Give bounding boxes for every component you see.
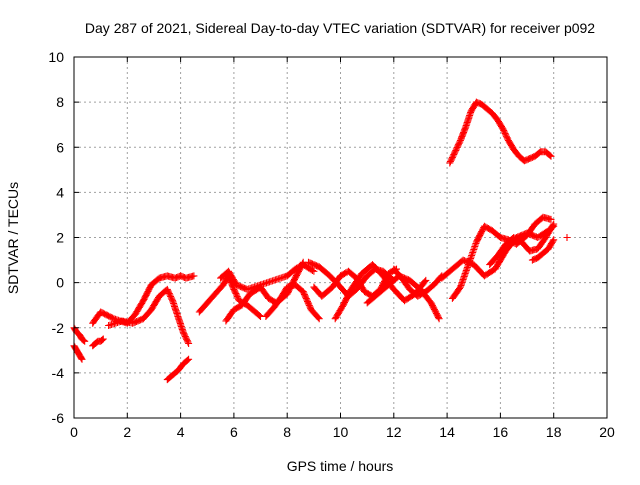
data-point-markers bbox=[89, 335, 107, 350]
series-early-low bbox=[70, 342, 86, 363]
data-point-markers bbox=[163, 355, 193, 384]
x-tick-label: 16 bbox=[493, 424, 509, 440]
x-tick-label: 8 bbox=[283, 424, 291, 440]
series-tangle-e bbox=[390, 265, 446, 300]
axis-ticks: 0 2 4 6 8 10 12 14 16 18 20 -6 -4 -2 0 2 4 6 8 10 bbox=[48, 49, 615, 440]
x-axis-label: GPS time / hours bbox=[287, 458, 394, 474]
y-axis-label: SDTVAR / TECUs bbox=[5, 182, 21, 294]
data-point-markers bbox=[70, 342, 86, 363]
data-point-markers bbox=[486, 220, 558, 269]
series-track-b bbox=[105, 285, 193, 347]
y-tick-label: -4 bbox=[52, 365, 65, 381]
y-tick-label: 8 bbox=[56, 94, 64, 110]
x-tick-label: 6 bbox=[230, 424, 238, 440]
data-point-markers bbox=[262, 281, 323, 323]
series-outlier bbox=[563, 234, 571, 241]
y-tick-label: 2 bbox=[56, 230, 64, 246]
data-point-markers bbox=[305, 258, 398, 300]
series-low-segment bbox=[163, 355, 193, 384]
x-tick-label: 20 bbox=[599, 424, 615, 440]
series-rise-c bbox=[486, 220, 558, 269]
series-mid-d bbox=[262, 281, 323, 323]
x-tick-label: 14 bbox=[439, 424, 455, 440]
x-tick-label: 2 bbox=[123, 424, 131, 440]
series-late-low bbox=[528, 236, 558, 264]
grid bbox=[74, 57, 607, 418]
x-tick-label: 10 bbox=[333, 424, 349, 440]
data-point-markers bbox=[446, 98, 555, 167]
series-tangle-a bbox=[305, 258, 398, 300]
series-dip-1 bbox=[89, 335, 107, 350]
y-tick-label: 10 bbox=[48, 49, 64, 65]
data-points bbox=[70, 98, 571, 384]
y-tick-label: 6 bbox=[56, 139, 64, 155]
data-point-markers bbox=[390, 265, 446, 300]
y-tick-label: -6 bbox=[52, 410, 65, 426]
x-tick-label: 0 bbox=[70, 424, 78, 440]
y-tick-label: -2 bbox=[52, 320, 65, 336]
x-tick-label: 12 bbox=[386, 424, 402, 440]
data-point-markers bbox=[563, 234, 571, 241]
chart-title: Day 287 of 2021, Sidereal Day-to-day VTE… bbox=[85, 20, 595, 36]
y-tick-label: 4 bbox=[56, 184, 64, 200]
series-upper bbox=[446, 98, 555, 167]
x-tick-label: 18 bbox=[546, 424, 562, 440]
data-point-markers bbox=[528, 236, 558, 264]
data-point-markers bbox=[105, 285, 193, 347]
x-tick-label: 4 bbox=[177, 424, 185, 440]
y-tick-label: 0 bbox=[56, 275, 64, 291]
